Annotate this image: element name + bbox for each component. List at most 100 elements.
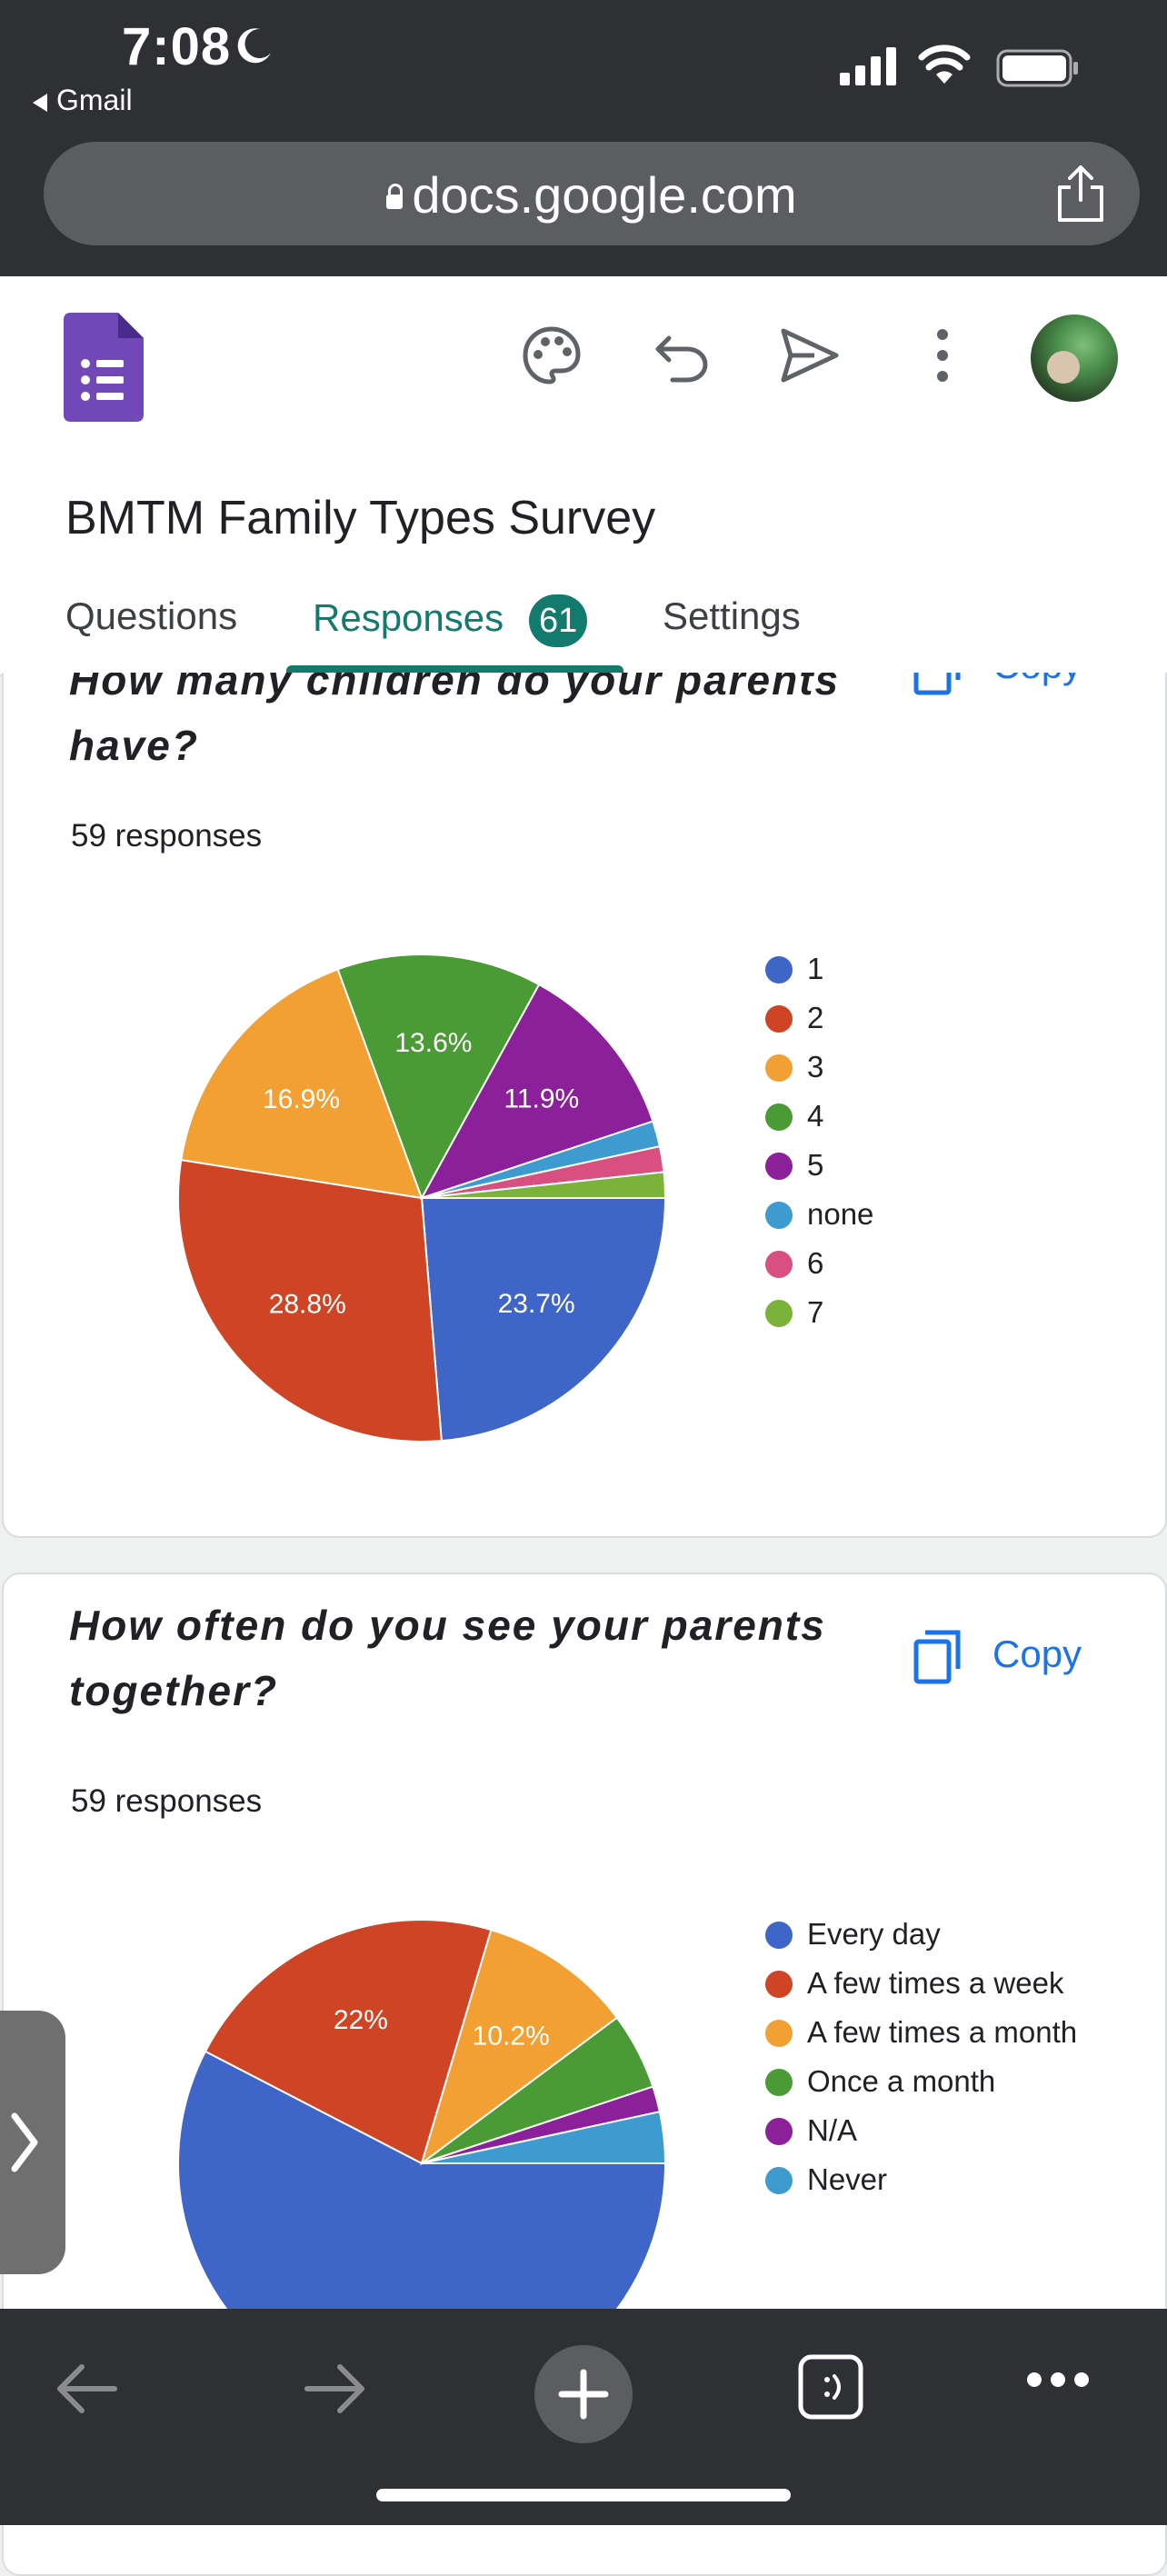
moon-icon	[237, 28, 271, 64]
pie-data-label: 28.8%	[269, 1290, 346, 1320]
pie-data-label: 22%	[334, 2005, 388, 2035]
legend-swatch	[765, 1922, 793, 1949]
legend-swatch	[765, 1103, 793, 1131]
tab-responses-label: Responses	[313, 596, 504, 640]
side-panel-toggle[interactable]	[0, 2011, 65, 2274]
legend-swatch	[765, 2118, 793, 2145]
legend-item[interactable]: none	[765, 1196, 873, 1233]
response-count: 59 responses	[71, 1783, 263, 1819]
pie-slice-7[interactable]	[421, 1171, 667, 1199]
responses-count-badge: 61	[529, 594, 588, 647]
legend-swatch	[765, 1251, 793, 1278]
legend-item[interactable]: Once a month	[765, 2063, 995, 2100]
legend-label: 1	[807, 952, 824, 985]
legend-label: 2	[807, 1001, 824, 1034]
user-avatar[interactable]	[1031, 315, 1118, 402]
google-forms-logo-icon[interactable]	[64, 313, 144, 422]
legend-item[interactable]: Every day	[765, 1916, 941, 1952]
copy-icon	[913, 1630, 961, 1684]
more-menu-icon[interactable]	[1025, 2369, 1091, 2391]
legend-item[interactable]: A few times a month	[765, 2014, 1077, 2051]
legend-swatch	[765, 956, 793, 983]
forward-icon[interactable]	[300, 2354, 369, 2423]
pie-data-label: 13.6%	[394, 1028, 472, 1058]
pie-data-label: 16.9%	[263, 1084, 340, 1114]
share-icon[interactable]	[1054, 164, 1107, 224]
legend-swatch	[765, 2167, 793, 2194]
pie-slice-5[interactable]	[419, 983, 654, 1200]
address-bar[interactable]: docs.google.com	[44, 142, 1140, 245]
response-count: 59 responses	[71, 818, 263, 854]
back-app-label: Gmail	[56, 84, 133, 116]
pie-chart-children: 23.7% 28.8% 16.9% 13.6% 11.9%	[177, 954, 667, 1443]
question-title: How many children do your parents have?	[69, 673, 841, 769]
url-text: docs.google.com	[412, 166, 797, 224]
copy-label: Copy	[992, 1632, 1082, 1675]
legend-item[interactable]: 2	[765, 1000, 823, 1036]
legend-label: N/A	[807, 2113, 858, 2147]
question-title: How often do you see your parents togeth…	[69, 1602, 826, 1714]
more-options-icon[interactable]	[911, 324, 974, 387]
pie-slice-3[interactable]	[180, 968, 424, 1200]
legend-item[interactable]: 6	[765, 1245, 823, 1282]
pie-slice-a-few-times-a-month[interactable]	[420, 1928, 619, 2166]
legend-label: 4	[807, 1099, 824, 1133]
legend-label: Never	[807, 2162, 888, 2196]
tab-questions[interactable]: Questions	[65, 594, 238, 637]
legend-label: 5	[807, 1148, 824, 1182]
copy-icon	[913, 673, 961, 695]
new-tab-button[interactable]	[534, 2345, 633, 2443]
legend-item[interactable]: 7	[765, 1294, 823, 1331]
legend-swatch	[765, 1300, 793, 1327]
legend-swatch	[765, 2069, 793, 2096]
legend-swatch	[765, 1971, 793, 1998]
legend-item[interactable]: A few times a week	[765, 1965, 1063, 2002]
legend-item[interactable]: 5	[765, 1147, 823, 1183]
legend-item[interactable]: 3	[765, 1049, 823, 1085]
cellular-signal-icon	[840, 47, 896, 85]
lock-icon	[386, 184, 404, 209]
pie-slice-a-few-times-a-week[interactable]	[204, 1919, 493, 2165]
pie-slice-1[interactable]	[420, 1197, 667, 1443]
plus-icon	[558, 2369, 609, 2420]
legend-label: A few times a week	[807, 1966, 1064, 2000]
pie-data-label: 11.9%	[504, 1083, 579, 1113]
back-arrow-icon	[33, 93, 47, 112]
legend-item[interactable]: 4	[765, 1098, 823, 1134]
pie-slice-2[interactable]	[177, 1158, 443, 1443]
legend-label: A few times a month	[807, 2015, 1078, 2049]
tab-responses[interactable]: Responses 61	[313, 594, 588, 647]
pie-slice-4[interactable]	[336, 954, 541, 1201]
send-icon[interactable]	[778, 324, 842, 387]
tab-settings[interactable]: Settings	[663, 594, 801, 637]
forms-header: BMTM Family Types Survey Questions Respo…	[0, 276, 1167, 676]
copy-label: Copy	[992, 673, 1082, 687]
chevron-right-icon	[11, 2112, 38, 2172]
home-indicator	[376, 2489, 791, 2501]
back-to-app-link[interactable]: Gmail	[33, 84, 133, 117]
pie-data-label: 23.7%	[498, 1289, 575, 1319]
form-title: BMTM Family Types Survey	[65, 492, 656, 544]
legend-label: Once a month	[807, 2064, 996, 2098]
legend-swatch	[765, 2020, 793, 2047]
status-bar: 7:08 Gmail	[0, 0, 1167, 127]
avatar-face	[1047, 351, 1080, 384]
browser-bar: docs.google.com	[0, 127, 1167, 276]
legend-item[interactable]: N/A	[765, 2112, 857, 2149]
question-card-children: How many children do your parents have? …	[2, 673, 1167, 1538]
wifi-icon	[918, 45, 971, 84]
pie-slice-never[interactable]	[421, 2110, 667, 2164]
legend-label: 3	[807, 1050, 824, 1083]
legend-item[interactable]: 1	[765, 951, 823, 987]
clock: 7:08	[122, 17, 232, 76]
pie-data-label: 10.2%	[473, 2021, 550, 2051]
tabs-icon[interactable]	[796, 2352, 865, 2421]
back-icon[interactable]	[53, 2354, 122, 2423]
legend-label: 6	[807, 1246, 824, 1280]
browser-toolbar	[0, 2309, 1167, 2525]
palette-icon[interactable]	[520, 324, 584, 387]
legend-item[interactable]: Never	[765, 2162, 887, 2198]
legend-swatch	[765, 1153, 793, 1180]
battery-icon	[996, 49, 1078, 87]
undo-icon[interactable]	[651, 324, 714, 387]
